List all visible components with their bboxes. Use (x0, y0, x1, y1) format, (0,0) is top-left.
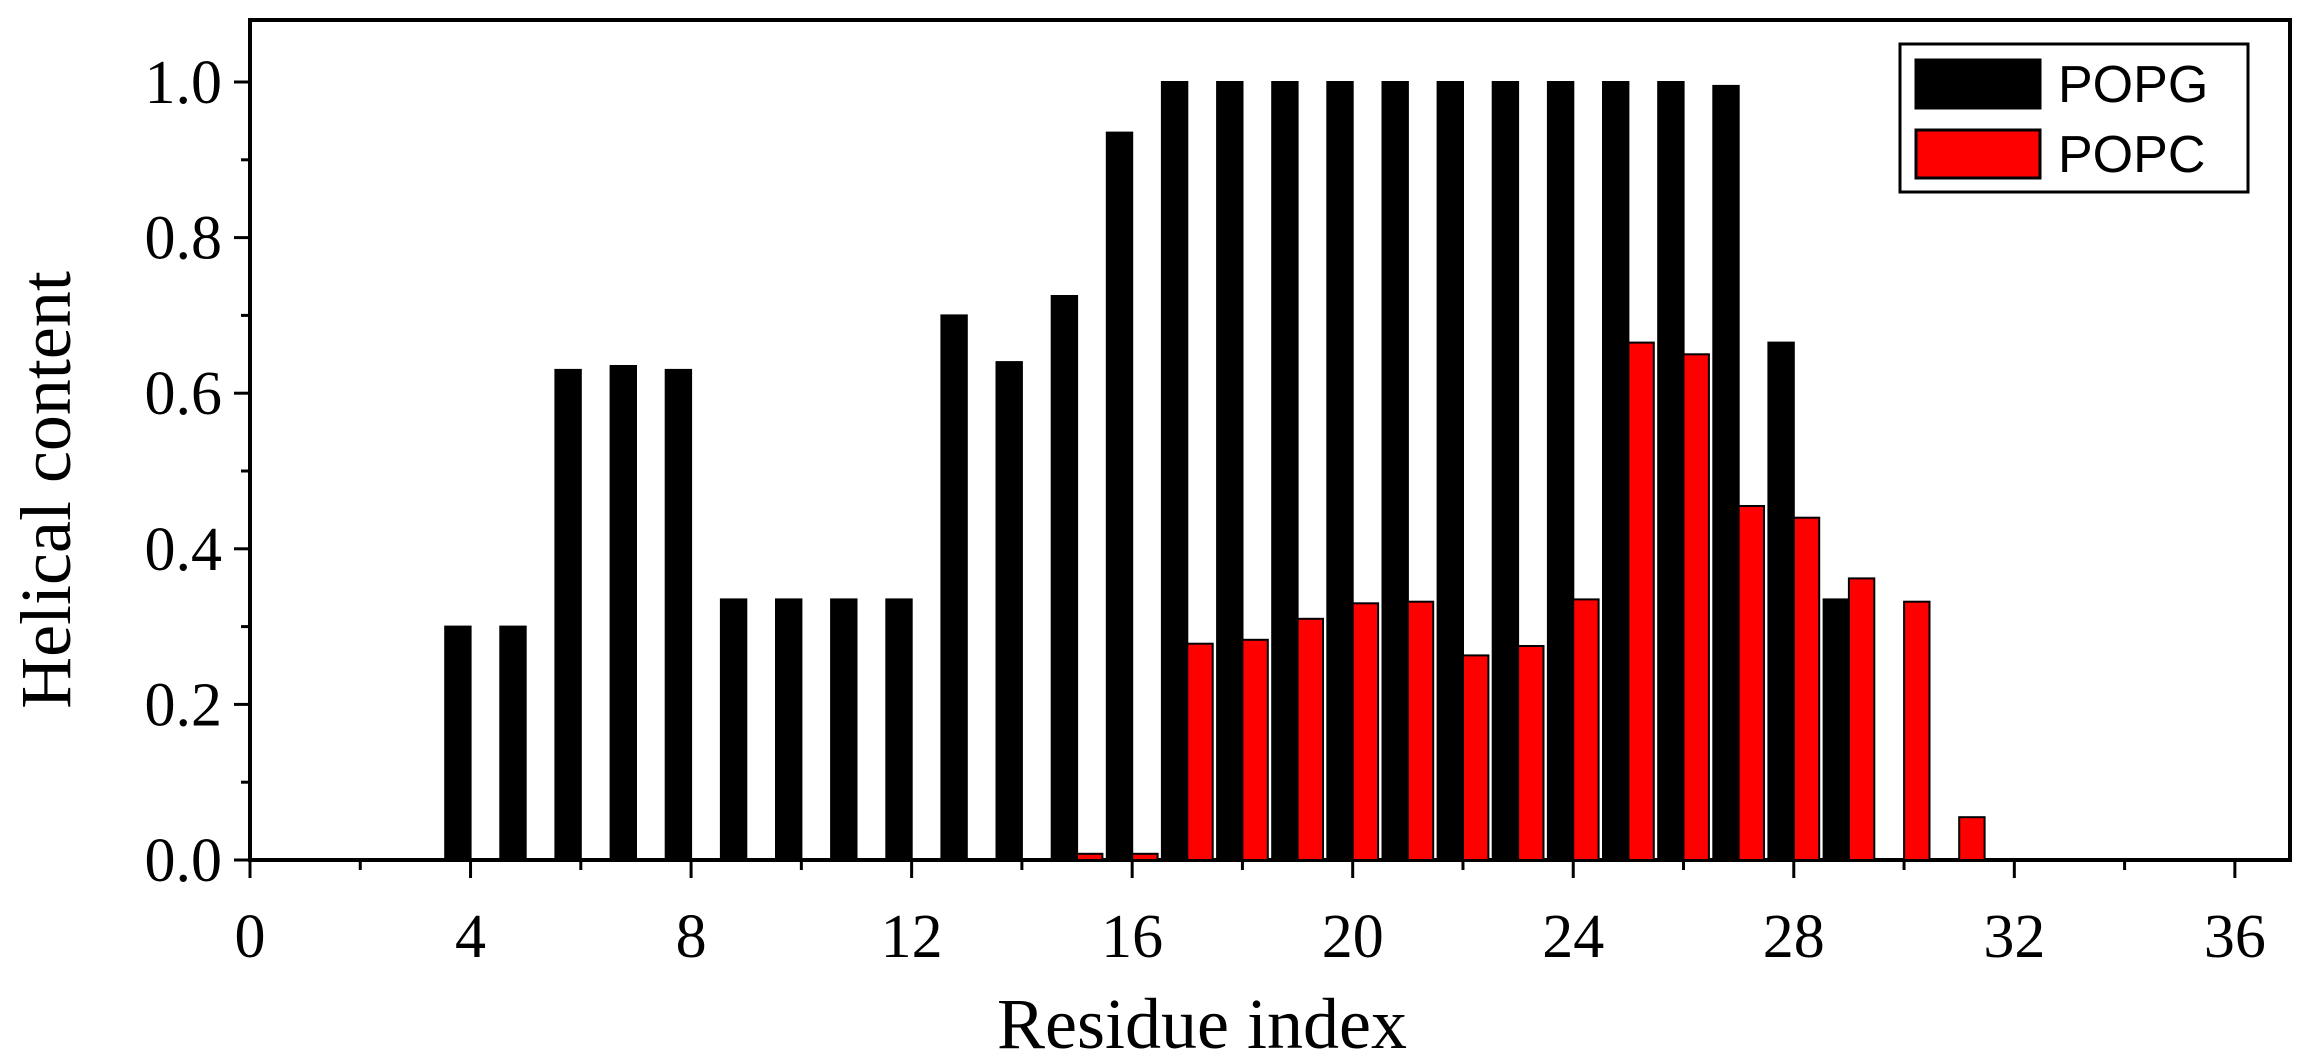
bar-popg-22 (1436, 81, 1464, 861)
y-tick-label-1.0: 1.0 (145, 49, 223, 117)
plot-frame (248, 18, 2292, 862)
x-tick-label-28: 28 (1763, 903, 1825, 971)
bar-popg-13 (940, 314, 968, 861)
bar-popc-26 (1682, 353, 1710, 861)
x-tick-label-16: 16 (1101, 903, 1163, 971)
bar-popg-21 (1381, 81, 1409, 861)
bar-popc-27 (1737, 505, 1765, 861)
y-tick-label-0.8: 0.8 (145, 205, 223, 273)
bar-popc-21 (1406, 600, 1435, 861)
y-axis-title: Helical content (6, 271, 86, 709)
bar-popg-18 (1216, 81, 1244, 861)
x-tick-label-8: 8 (676, 903, 707, 971)
bar-popg-25 (1602, 81, 1630, 861)
x-tick-label-12: 12 (881, 903, 943, 971)
bar-popg-19 (1271, 81, 1299, 861)
bars-layer (444, 81, 1986, 862)
x-axis-title: Residue index (997, 984, 1407, 1064)
y-tick-label-0.0: 0.0 (145, 827, 223, 895)
bar-popg-28 (1767, 341, 1795, 862)
bar-popc-16 (1131, 852, 1159, 861)
x-tick-label-20: 20 (1322, 903, 1384, 971)
x-tick-label-4: 4 (455, 903, 486, 971)
bar-popg-26 (1657, 81, 1685, 861)
x-tick-label-0: 0 (235, 903, 266, 971)
bar-popc-22 (1462, 654, 1490, 862)
bar-popg-14 (995, 361, 1023, 861)
legend-label-popg: POPG (2058, 56, 2208, 114)
bar-popg-24 (1546, 81, 1575, 861)
bar-popc-19 (1296, 617, 1324, 861)
bar-popc-25 (1627, 341, 1655, 862)
bar-popg-23 (1491, 81, 1520, 861)
bar-popc-24 (1572, 598, 1600, 862)
bar-popc-31 (1958, 816, 1986, 862)
bar-popc-15 (1076, 852, 1104, 861)
legend-swatch-popc (1914, 128, 2042, 180)
bar-popg-7 (609, 365, 637, 861)
legend: POPG POPC (1898, 42, 2250, 194)
y-tick-label-0.4: 0.4 (145, 516, 223, 584)
bar-popc-18 (1241, 638, 1269, 861)
x-tick-label-32: 32 (1983, 903, 2045, 971)
bar-popg-12 (885, 598, 913, 862)
bar-popg-11 (830, 598, 858, 862)
bar-popc-20 (1351, 602, 1380, 861)
bar-popc-23 (1517, 645, 1545, 861)
y-tick-label-0.6: 0.6 (145, 360, 223, 428)
x-tick-label-24: 24 (1542, 903, 1604, 971)
bar-popg-9 (719, 598, 748, 862)
bar-popg-20 (1326, 81, 1354, 861)
bar-popg-16 (1105, 131, 1134, 862)
legend-label-popc: POPC (2058, 126, 2205, 184)
legend-swatch-popg (1914, 58, 2042, 110)
bar-popg-17 (1160, 81, 1189, 861)
bar-popg-5 (499, 625, 527, 861)
bar-popc-17 (1186, 642, 1214, 862)
bar-popg-4 (444, 625, 472, 861)
bar-popg-8 (664, 368, 693, 861)
bar-popg-27 (1712, 84, 1740, 861)
bar-popg-10 (775, 598, 803, 862)
y-axis-ticks: 0.0 0.2 0.4 0.6 0.8 1.0 (145, 49, 250, 895)
x-tick-label-36: 36 (2204, 903, 2266, 971)
bar-popc-28 (1792, 516, 1821, 861)
bar-popg-15 (1050, 295, 1079, 861)
bar-popg-29 (1822, 598, 1850, 862)
bar-popg-6 (554, 368, 582, 861)
x-axis-ticks: 0 4 8 12 16 20 24 28 32 36 (235, 860, 2266, 971)
y-tick-label-0.2: 0.2 (145, 671, 223, 739)
bar-popc-29 (1847, 577, 1876, 862)
bar-popc-30 (1903, 600, 1931, 861)
